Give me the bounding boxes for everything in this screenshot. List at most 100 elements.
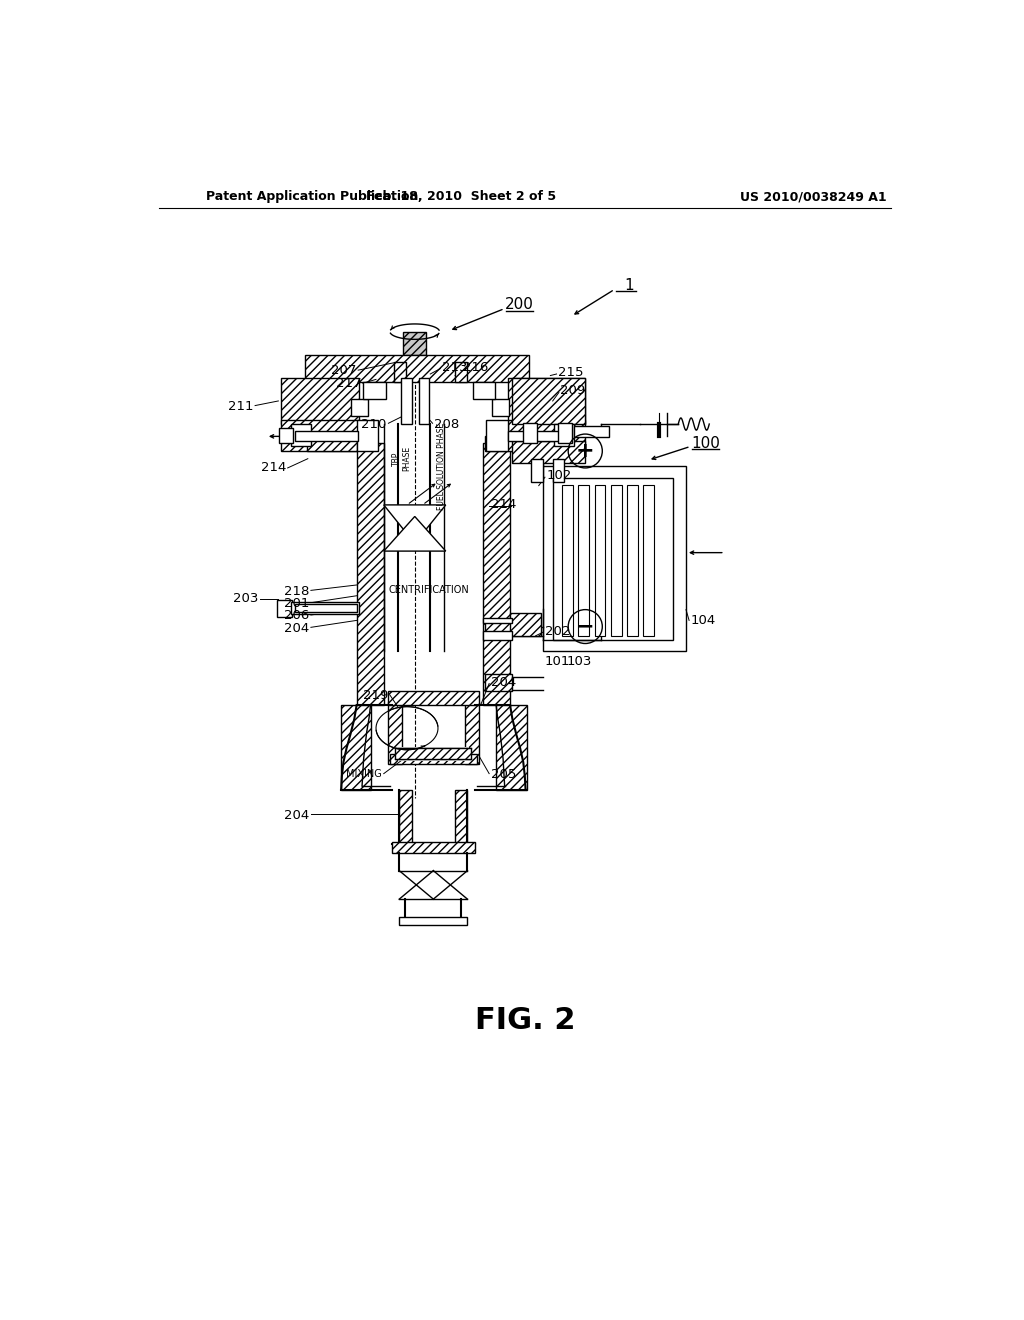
Text: US 2010/0038249 A1: US 2010/0038249 A1 (740, 190, 887, 203)
Bar (391, 842, 475, 853)
Bar (496, 705, 527, 789)
Bar (508, 420, 586, 451)
Text: 208: 208 (434, 417, 460, 430)
Text: 206: 206 (284, 610, 309, 622)
Bar (523, 424, 538, 444)
Text: 214: 214 (490, 499, 516, 511)
Text: 203: 203 (232, 593, 258, 606)
Bar (486, 420, 508, 451)
Text: Feb. 18, 2010  Sheet 2 of 5: Feb. 18, 2010 Sheet 2 of 5 (367, 190, 556, 203)
Bar (394, 363, 407, 381)
Bar (400, 378, 412, 424)
Bar (399, 917, 467, 924)
Text: 218: 218 (284, 585, 309, 598)
Bar (553, 478, 673, 640)
Bar (512, 378, 586, 424)
Bar (595, 484, 605, 636)
Bar (305, 355, 529, 381)
Text: 103: 103 (566, 656, 592, 668)
Bar (627, 484, 638, 636)
Text: 101: 101 (545, 656, 570, 668)
Text: 204: 204 (284, 622, 309, 635)
Polygon shape (384, 506, 445, 544)
Bar (512, 441, 586, 462)
Bar (510, 612, 541, 636)
Bar (295, 430, 358, 441)
Text: TBP
PHASE: TBP PHASE (392, 446, 412, 471)
Polygon shape (384, 516, 445, 552)
Bar (282, 378, 359, 424)
Text: 100: 100 (691, 436, 720, 451)
Bar (403, 331, 426, 355)
Bar (395, 748, 471, 759)
Bar (553, 459, 564, 482)
Text: 216: 216 (463, 362, 488, 375)
Bar (484, 436, 538, 451)
Text: −: − (575, 616, 595, 636)
Text: CENTRIFICATION: CENTRIFICATION (388, 585, 469, 594)
Bar (483, 444, 510, 705)
Text: 219: 219 (364, 689, 388, 702)
Text: 215: 215 (558, 366, 584, 379)
Bar (399, 789, 412, 843)
Bar (388, 702, 401, 763)
Bar (493, 400, 509, 416)
Text: 217: 217 (336, 376, 361, 389)
Bar (397, 747, 469, 762)
Bar (419, 378, 429, 424)
Bar (465, 702, 479, 763)
Text: Patent Application Publication: Patent Application Publication (206, 190, 418, 203)
Bar (508, 430, 569, 441)
Text: 204: 204 (284, 809, 309, 822)
Bar (558, 424, 572, 444)
Bar (341, 705, 371, 789)
Bar (356, 444, 384, 705)
Text: 207: 207 (331, 363, 356, 376)
Text: 214: 214 (261, 462, 286, 474)
Bar (390, 755, 477, 763)
Bar (388, 692, 479, 705)
Bar (351, 400, 369, 416)
Text: 213: 213 (442, 362, 467, 375)
Text: 209: 209 (560, 384, 586, 397)
Text: 204: 204 (490, 676, 516, 689)
Bar (291, 424, 311, 446)
Bar (543, 466, 686, 651)
Bar (295, 605, 356, 612)
Text: 102: 102 (547, 469, 571, 482)
Text: FIG. 2: FIG. 2 (474, 1006, 575, 1035)
Bar (455, 363, 467, 381)
Bar (280, 428, 293, 444)
Bar (484, 675, 512, 692)
Text: 104: 104 (690, 614, 716, 627)
Bar (473, 381, 495, 399)
Bar (276, 599, 292, 616)
Text: MIXING: MIXING (346, 770, 382, 779)
Bar (531, 459, 543, 482)
Bar (643, 484, 654, 636)
Bar (611, 484, 622, 636)
Bar (483, 618, 512, 623)
Bar (356, 420, 378, 451)
Text: FUEL SOLUTION PHASE: FUEL SOLUTION PHASE (437, 422, 446, 510)
Bar (484, 619, 512, 636)
Bar (579, 484, 589, 636)
Bar (291, 602, 359, 614)
Bar (455, 789, 467, 843)
Text: 205: 205 (490, 768, 516, 781)
Bar (362, 381, 386, 399)
Text: 211: 211 (228, 400, 254, 413)
Bar (307, 436, 357, 451)
Bar (554, 424, 574, 446)
Bar (483, 631, 512, 640)
Text: +: + (575, 441, 595, 461)
Bar (562, 484, 572, 636)
Text: 210: 210 (361, 417, 387, 430)
Text: 200: 200 (505, 297, 534, 313)
Bar (282, 420, 359, 451)
Text: 202: 202 (545, 624, 570, 638)
Text: 201: 201 (284, 597, 309, 610)
Text: 1: 1 (624, 279, 634, 293)
Bar (508, 378, 586, 424)
Bar (573, 426, 608, 437)
